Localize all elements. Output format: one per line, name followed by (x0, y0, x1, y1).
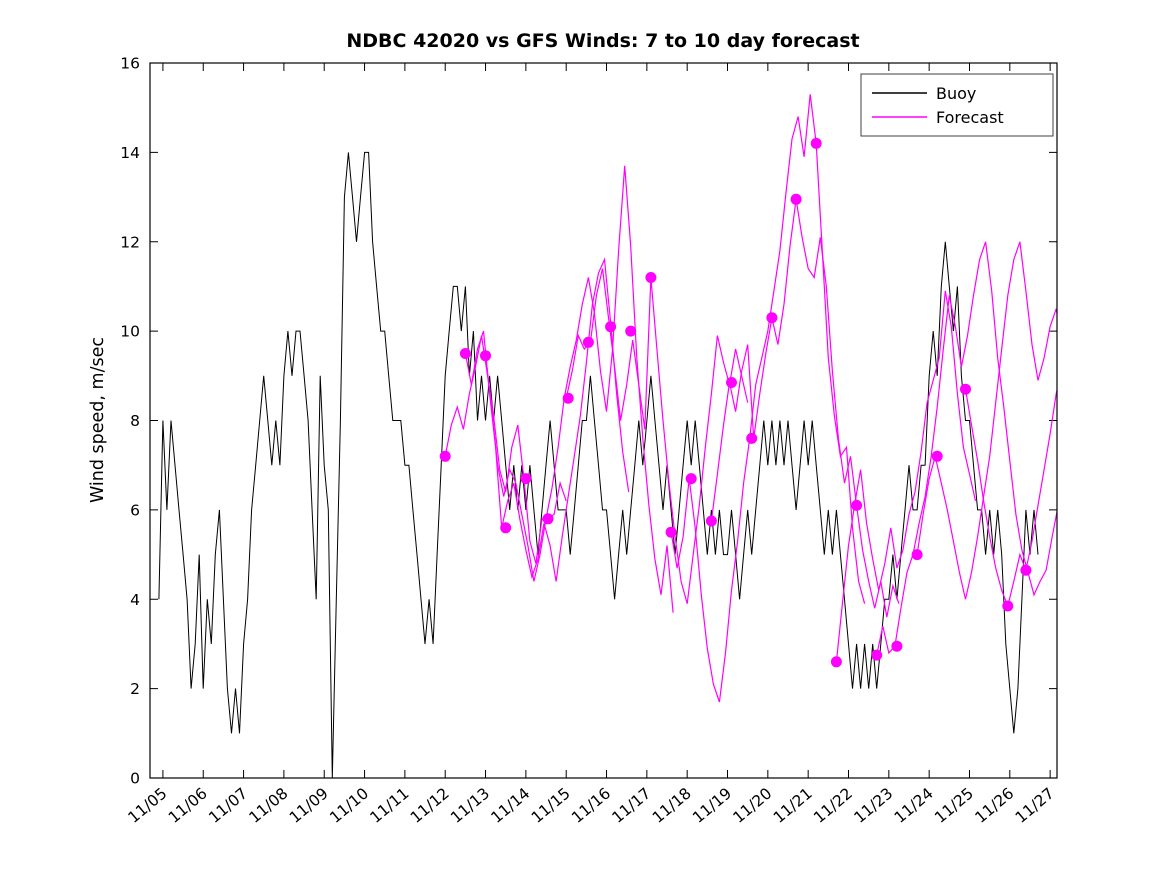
x-tick-label: 11/17 (609, 784, 655, 827)
x-tick-label: 11/22 (810, 784, 856, 827)
forecast-line (835, 290, 977, 662)
x-tick-label: 11/25 (931, 784, 977, 827)
y-tick-label: 14 (120, 144, 140, 162)
axes-ticks: 11/0511/0611/0711/0811/0911/1011/1111/12… (120, 55, 1057, 827)
y-axis-label: Wind speed, m/sec (88, 337, 108, 503)
x-tick-label: 11/26 (972, 784, 1018, 827)
x-tick-label: 11/20 (730, 784, 776, 827)
forecast-marker (851, 499, 863, 511)
forecast-marker (746, 432, 758, 444)
forecast-marker (439, 450, 451, 462)
series-layer (158, 94, 1057, 778)
forecast-marker (830, 656, 842, 668)
forecast-line (484, 165, 674, 613)
y-tick-label: 2 (130, 680, 140, 698)
y-tick-label: 0 (130, 770, 140, 788)
forecast-marker (1002, 600, 1014, 612)
forecast-marker (562, 392, 574, 404)
forecast-marker (520, 473, 532, 485)
x-tick-label: 11/10 (326, 784, 372, 827)
x-tick-label: 11/16 (568, 784, 614, 827)
forecast-marker (625, 325, 637, 337)
x-tick-label: 11/18 (649, 784, 695, 827)
x-tick-label: 11/23 (851, 784, 897, 827)
x-tick-label: 11/27 (1012, 784, 1058, 827)
legend-buoy-label: Buoy (936, 84, 976, 103)
forecast-marker (810, 137, 822, 149)
forecast-marker (871, 649, 883, 661)
chart-title: NDBC 42020 vs GFS Winds: 7 to 10 day for… (346, 30, 859, 52)
forecast-marker (891, 640, 903, 652)
forecast-marker (542, 513, 554, 525)
y-tick-label: 4 (130, 591, 140, 609)
forecast-line (565, 268, 749, 604)
x-tick-label: 11/14 (488, 784, 534, 827)
forecast-marker (1020, 564, 1032, 576)
forecast-marker (911, 549, 923, 561)
forecast-marker (605, 321, 617, 333)
forecast-marker (459, 348, 471, 359)
x-tick-label: 11/12 (407, 784, 453, 827)
forecast-marker (705, 515, 717, 527)
forecast-marker (726, 377, 737, 388)
forecast-marker (960, 383, 971, 395)
x-tick-label: 11/13 (447, 784, 493, 827)
plot-border (149, 62, 1058, 779)
x-tick-label: 11/11 (367, 784, 413, 827)
x-tick-label: 11/06 (165, 784, 211, 827)
y-tick-label: 16 (120, 55, 140, 73)
forecast-marker (480, 350, 491, 362)
x-tick-label: 11/15 (528, 784, 574, 827)
forecast-line (964, 387, 1057, 608)
x-tick-label: 11/07 (205, 784, 251, 827)
y-tick-label: 10 (120, 323, 140, 341)
y-tick-label: 8 (130, 412, 140, 430)
forecast-marker (645, 272, 657, 283)
legend: Buoy Forecast (860, 73, 1054, 137)
x-tick-label: 11/21 (770, 784, 816, 827)
legend-forecast-label: Forecast (936, 108, 1004, 127)
x-tick-label: 11/05 (125, 784, 171, 827)
legend-box (860, 73, 1054, 137)
x-tick-label: 11/24 (891, 784, 937, 827)
forecast-line (464, 257, 630, 582)
y-tick-label: 6 (130, 501, 140, 519)
x-tick-label: 11/08 (246, 784, 292, 827)
forecast-line (710, 199, 900, 618)
x-tick-label: 11/09 (286, 784, 332, 827)
forecast-marker (685, 473, 697, 485)
forecast-line (916, 241, 1057, 600)
forecast-marker (665, 526, 677, 538)
forecast-marker (931, 450, 943, 462)
buoy-line (158, 151, 1039, 778)
x-tick-label: 11/19 (689, 784, 735, 827)
forecast-marker (500, 522, 512, 534)
forecast-line (670, 94, 866, 703)
forecast-marker (582, 336, 594, 348)
forecast-marker (790, 193, 802, 205)
y-tick-label: 12 (120, 233, 140, 251)
forecast-marker (766, 312, 778, 324)
